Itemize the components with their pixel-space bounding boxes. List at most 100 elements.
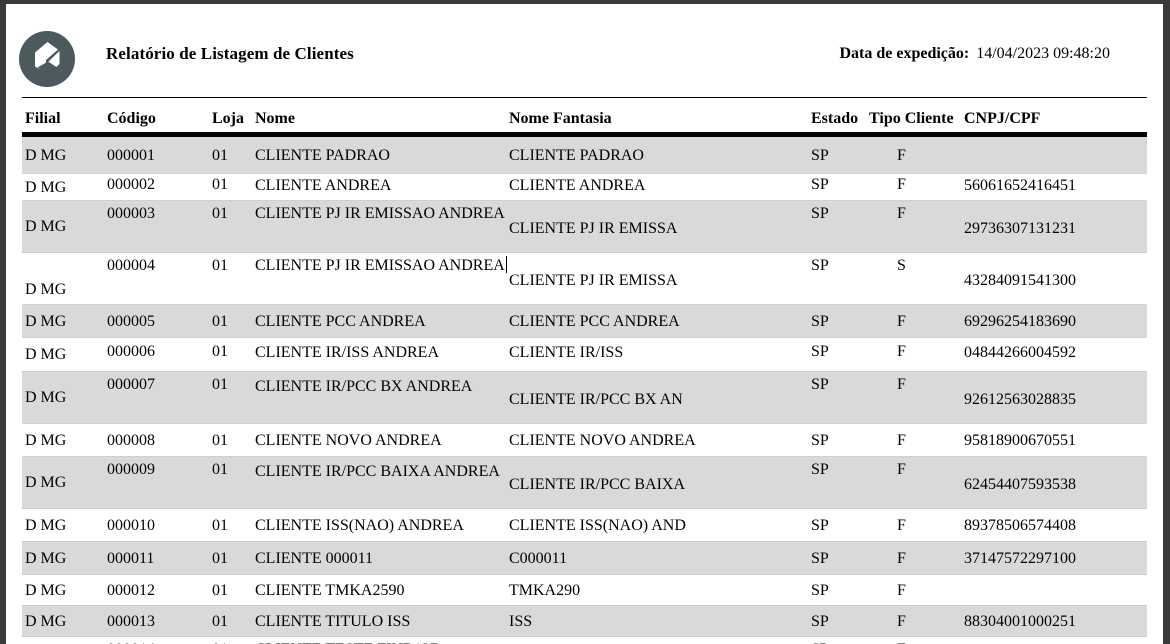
table-row[interactable]: D MG 000004 01 CLIENTE PJ IR EMISSAO ANDREA… (22, 253, 1147, 305)
cell-cnpj-cpf: 88304001000251 (964, 613, 1076, 630)
cell-nome: CLIENTE ANDREA (255, 177, 392, 194)
cell-nome-fantasia: CLIENTE PJ IR EMISSA (509, 220, 678, 237)
table-row[interactable]: D MG 000013 01 CLIENTE TITULO ISS ISS SP F 8830… (22, 606, 1147, 637)
cell-nome-fantasia: CLIENTE NOVO ANDREA (509, 432, 696, 449)
cell-nome-fantasia: CLIENTE ISS(NAO) AND (509, 517, 686, 534)
cell-estado: SP (811, 550, 829, 567)
table-header-rule (22, 132, 1147, 137)
cell-cnpj-cpf: 37147572297100 (964, 550, 1076, 567)
cell-loja: 01 (212, 176, 228, 193)
cell-estado: SP (811, 376, 829, 393)
cell-codigo: 000003 (107, 205, 155, 222)
cell-filial: D MG (25, 313, 67, 330)
cell-filial: D MG (25, 389, 67, 406)
cell-loja: 01 (212, 639, 246, 644)
cell-nome: CLIENTE PADRAO (255, 147, 390, 164)
cell-nome-fantasia: CLIENTE PADRAO (509, 147, 644, 164)
cell-estado: SP (811, 343, 829, 360)
cell-estado: SP (811, 613, 829, 630)
cell-loja: 01 (212, 376, 228, 393)
table-row[interactable]: D MG 000002 01 CLIENTE ANDREA CLIENTE ANDREA… (22, 174, 1147, 201)
cell-codigo: 000014 (107, 639, 197, 644)
issue-date-label: Data de expedição: (839, 45, 970, 62)
cell-filial: D MG (25, 474, 67, 491)
column-header-tipo-cliente: Tipo Cliente (869, 110, 954, 127)
cell-filial: D MG (25, 582, 67, 599)
table-row[interactable]: D MG 000006 01 CLIENTE IR/ISS ANDREA CLIENTE… (22, 338, 1147, 372)
column-header-nome-fantasia: Nome Fantasia (509, 110, 612, 127)
cell-codigo: 000013 (107, 613, 155, 630)
cell-codigo: 000001 (107, 147, 155, 164)
cell-nome-fantasia: TMKA290 (509, 582, 581, 599)
cell-nome-fantasia: CLIENTE PJ IR EMISSA (509, 272, 678, 289)
cell-tipo-cliente: F (897, 205, 906, 222)
table-body: D MG 000001 01 CLIENTE PADRAO CLIENTE PADRAO… (22, 137, 1147, 644)
cell-estado: SP (811, 639, 859, 644)
report-header: Relatório de Listagem de Clientes Data d… (6, 4, 1147, 88)
cell-loja: 01 (212, 432, 228, 449)
cell-loja: 01 (212, 257, 228, 274)
cell-codigo: 000006 (107, 343, 155, 360)
table-row[interactable]: D MG 000012 01 CLIENTE TMKA2590 TMKA290 SP F (22, 575, 1147, 606)
table-row[interactable]: D MG 000001 01 CLIENTE PADRAO CLIENTE PADRAO… (22, 137, 1147, 174)
cell-estado: SP (811, 517, 829, 534)
table-row[interactable]: D MG 000005 01 CLIENTE PCC ANDREA CLIENTE PC… (22, 305, 1147, 338)
cell-nome: CLIENTE IR/PCC BX ANDREA (255, 378, 473, 395)
report-page: Relatório de Listagem de Clientes Data d… (6, 4, 1163, 644)
table-row[interactable]: D MG 000010 01 CLIENTE ISS(NAO) ANDREA CLIEN… (22, 509, 1147, 542)
cell-codigo: 000009 (107, 461, 155, 478)
cell-loja: 01 (212, 147, 228, 164)
cell-tipo-cliente: F (897, 432, 906, 449)
cell-codigo: 000012 (107, 582, 155, 599)
cell-tipo-cliente: F (897, 376, 906, 393)
table-row[interactable]: D MG 000007 01 CLIENTE IR/PCC BX ANDREA CLIE… (22, 372, 1147, 424)
cell-estado: SP (811, 582, 829, 599)
cell-filial: D MG (25, 281, 67, 298)
cell-loja: 01 (212, 517, 228, 534)
cell-estado: SP (811, 313, 829, 330)
table-row[interactable]: D MG00001401CLIENTE TESTE FINR137 ASTERI… (22, 637, 1147, 644)
cell-tipo-cliente: F (897, 582, 906, 599)
cell-tipo-cliente: S (897, 257, 906, 274)
cell-filial: D MG (25, 517, 67, 534)
text-cursor (505, 256, 507, 273)
totvs-logo-icon (18, 30, 76, 88)
cell-nome-fantasia: C000011 (509, 550, 568, 567)
cell-loja: 01 (212, 582, 228, 599)
cell-cnpj-cpf: 92612563028835 (964, 391, 1076, 408)
cell-nome: CLIENTE NOVO ANDREA (255, 432, 442, 449)
cell-filial: D MG (25, 218, 67, 235)
clients-table: Filial Código Loja Nome Nome Fantasia Es… (22, 104, 1147, 644)
cell-nome: CLIENTE IR/ISS ANDREA (255, 344, 439, 361)
table-row[interactable]: D MG 000008 01 CLIENTE NOVO ANDREA CLIENTE N… (22, 424, 1147, 457)
cell-nome: CLIENTE TESTE FINR137 ASTERISCOS (255, 639, 510, 644)
cell-tipo-cliente: F (897, 343, 906, 360)
cell-nome-fantasia: CLIENTE IR/ISS (509, 344, 624, 361)
column-header-codigo: Código (107, 110, 156, 127)
cell-codigo: 000007 (107, 376, 155, 393)
cell-nome-fantasia: ISS (509, 613, 533, 630)
cell-estado: SP (811, 461, 829, 478)
cell-tipo-cliente: F (897, 613, 906, 630)
cell-tipo-cliente: F (897, 313, 906, 330)
cell-cnpj-cpf: 43284091541300 (964, 272, 1076, 289)
cell-nome-fantasia: CLIENTE IR/PCC BAIXA (509, 476, 685, 493)
cell-loja: 01 (212, 343, 228, 360)
cell-estado: SP (811, 205, 829, 222)
cell-codigo: 000005 (107, 313, 155, 330)
cell-cnpj-cpf: 04844266004592 (964, 344, 1076, 361)
table-row[interactable]: D MG 000011 01 CLIENTE 000011 C000011 SP F 3714… (22, 542, 1147, 575)
cell-codigo: 000011 (107, 550, 155, 567)
cell-estado: SP (811, 176, 829, 193)
cell-cnpj-cpf: 29736307131231 (964, 220, 1076, 237)
cell-codigo: 000010 (107, 517, 155, 534)
cell-codigo: 000002 (107, 176, 155, 193)
cell-nome: CLIENTE PJ IR EMISSAO ANDREA (255, 256, 507, 274)
table-row[interactable]: D MG 000009 01 CLIENTE IR/PCC BAIXA ANDREA C… (22, 457, 1147, 509)
cell-tipo-cliente: F (897, 176, 906, 193)
table-row[interactable]: D MG 000003 01 CLIENTE PJ IR EMISSAO ANDREA… (22, 201, 1147, 253)
cell-tipo-cliente: F (897, 517, 906, 534)
cell-estado: SP (811, 257, 829, 274)
column-header-cnpj-cpf: CNPJ/CPF (964, 110, 1041, 127)
cell-nome: CLIENTE TITULO ISS (255, 613, 411, 630)
